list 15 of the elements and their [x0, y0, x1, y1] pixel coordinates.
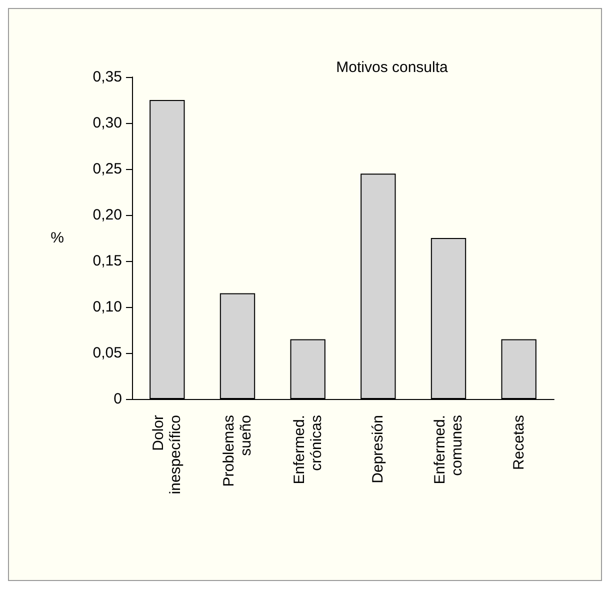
y-tick-label: 0,30: [92, 114, 122, 132]
y-axis-title: %: [50, 230, 64, 246]
y-tick-label: 0,25: [92, 160, 122, 178]
y-tick-label: 0,15: [92, 252, 122, 270]
y-tick-label: 0: [114, 390, 122, 408]
x-tick-label: Dolor inespecífico: [150, 415, 184, 494]
x-tick-label: Depresión: [370, 415, 387, 484]
chart-title: Motivos consulta: [336, 59, 449, 76]
y-tick-label: 0,20: [92, 206, 122, 224]
y-tick-label: 0,05: [92, 344, 122, 362]
x-tick-label: Problemas sueño: [220, 415, 254, 487]
x-tick-label: Enfermed. comunes: [432, 415, 466, 484]
x-tick-label: Recetas: [510, 415, 528, 470]
y-tick-label: 0,10: [92, 298, 122, 316]
y-tick-label: 0,35: [92, 68, 122, 86]
